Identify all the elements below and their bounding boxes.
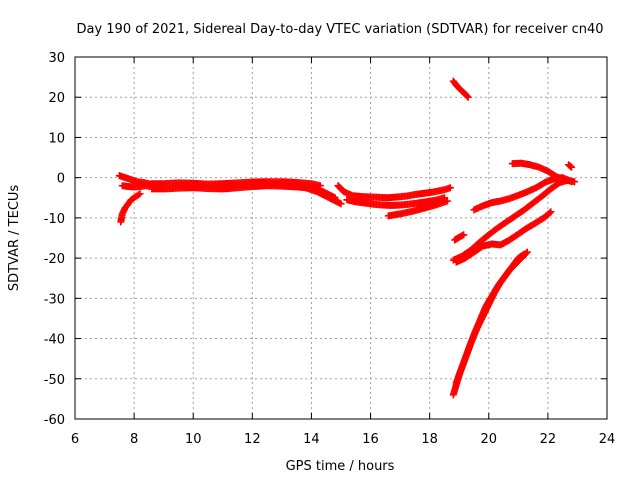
series-arc-steep-b bbox=[452, 248, 531, 387]
x-tick-label: 8 bbox=[130, 432, 138, 447]
y-tick-label: -50 bbox=[44, 373, 65, 388]
series-arc-main-c bbox=[278, 180, 345, 208]
data-point bbox=[522, 249, 530, 257]
data-point bbox=[464, 93, 472, 101]
data-point bbox=[135, 191, 143, 199]
series-arc-high bbox=[449, 77, 472, 101]
data-points bbox=[115, 77, 578, 399]
axis-ticks: 6 8 10 12 14 16 18 20 22 24 -60 -50 -40 -30 -20 -10 0 10 2… bbox=[44, 51, 616, 447]
data-point bbox=[546, 209, 554, 217]
y-axis-label: SDTVAR / TECUs bbox=[7, 185, 22, 292]
y-tick-label: 10 bbox=[48, 131, 65, 146]
series-arc-low-start bbox=[451, 231, 468, 244]
chart-title: Day 190 of 2021, Sidereal Day-to-day VTE… bbox=[76, 22, 603, 37]
plot-frame bbox=[74, 56, 608, 420]
x-tick-label: 10 bbox=[185, 432, 202, 447]
y-tick-label: -60 bbox=[44, 413, 65, 428]
x-tick-label: 6 bbox=[71, 432, 79, 447]
x-tick-label: 14 bbox=[303, 432, 320, 447]
y-tick-label: 30 bbox=[48, 51, 65, 66]
x-tick-label: 18 bbox=[421, 432, 438, 447]
y-tick-label: -10 bbox=[44, 212, 65, 227]
x-tick-label: 24 bbox=[599, 432, 616, 447]
x-tick-label: 12 bbox=[244, 432, 261, 447]
data-point bbox=[136, 190, 144, 198]
data-point bbox=[568, 163, 576, 171]
x-tick-label: 16 bbox=[362, 432, 379, 447]
y-tick-label: 20 bbox=[48, 91, 65, 106]
series-arc-early-rise bbox=[117, 190, 144, 226]
y-tick-label: -30 bbox=[44, 292, 65, 307]
y-tick-label: 0 bbox=[57, 172, 65, 187]
series-arc-dip-a bbox=[334, 182, 454, 202]
y-tick-label: -40 bbox=[44, 333, 65, 348]
data-point bbox=[567, 162, 575, 170]
x-axis-label: GPS time / hours bbox=[286, 459, 395, 474]
series-arc-top-right bbox=[508, 159, 578, 186]
data-point bbox=[337, 200, 345, 208]
data-point bbox=[443, 197, 451, 205]
data-point bbox=[458, 232, 466, 240]
series-arc-dip-c bbox=[384, 197, 451, 220]
series-arc-rise-c bbox=[452, 208, 555, 266]
grid bbox=[75, 57, 607, 419]
series-arc-rise-b bbox=[449, 176, 573, 264]
y-tick-label: -20 bbox=[44, 252, 65, 267]
data-point bbox=[570, 178, 578, 186]
series-arc-top-right-dot bbox=[565, 161, 576, 171]
series-arc-early-mid bbox=[118, 182, 156, 191]
x-tick-label: 22 bbox=[540, 432, 557, 447]
data-point bbox=[446, 184, 454, 192]
data-point bbox=[463, 92, 471, 100]
x-tick-label: 20 bbox=[481, 432, 498, 447]
data-point bbox=[523, 248, 531, 256]
series-arc-dip-b bbox=[343, 194, 448, 209]
data-point bbox=[547, 208, 555, 216]
data-point bbox=[460, 231, 468, 239]
